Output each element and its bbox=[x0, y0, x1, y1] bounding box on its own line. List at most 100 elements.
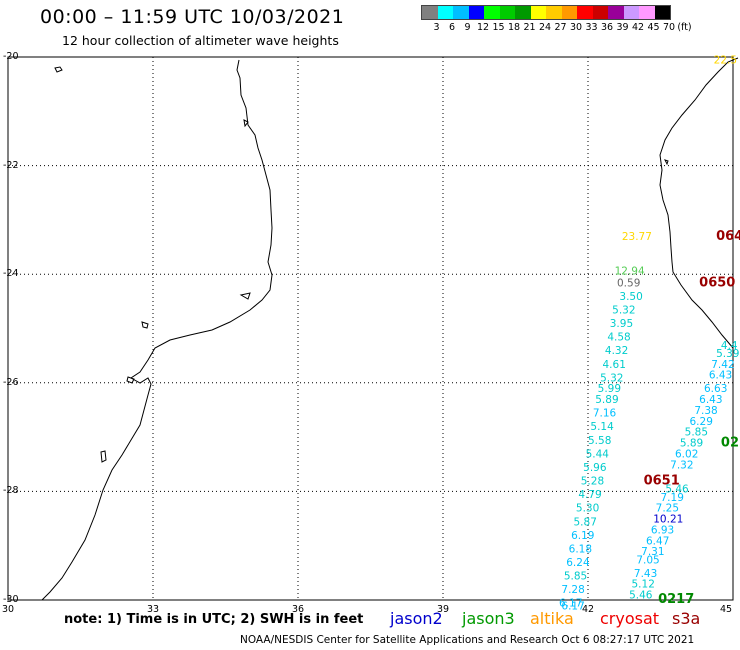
wave-height-value: 5.46 bbox=[629, 590, 653, 602]
latitude-tick-label: -26 bbox=[3, 376, 19, 388]
map-frame bbox=[7, 56, 734, 601]
wave-height-value: 0.59 bbox=[617, 277, 640, 289]
map-subtitle: 12 hour collection of altimeter wave hei… bbox=[62, 33, 339, 48]
inland-lake-c bbox=[239, 292, 251, 300]
latitude-tick-label: -22 bbox=[3, 159, 19, 171]
legend-label: 45 bbox=[647, 22, 660, 33]
pass-time-label: 0217 bbox=[658, 592, 694, 607]
legend-label: 39 bbox=[616, 22, 629, 33]
wave-height-value: 3.95 bbox=[610, 318, 633, 330]
wave-height-value: 6.02 bbox=[675, 448, 698, 460]
wave-height-value: 7.38 bbox=[694, 405, 717, 417]
wave-height-value: 6.43 bbox=[709, 370, 732, 382]
legend-swatch bbox=[422, 6, 438, 19]
legend-swatch bbox=[561, 6, 577, 19]
inland-lake-d bbox=[243, 119, 249, 128]
legend-color-scale bbox=[421, 5, 671, 20]
legend-swatch bbox=[484, 6, 500, 19]
wave-height-value: 6.24 bbox=[566, 557, 590, 569]
latitude-tick-label: -24 bbox=[3, 268, 19, 280]
latitude-tick-label: -30 bbox=[3, 594, 19, 605]
wave-height-value: 5.30 bbox=[576, 503, 599, 515]
longitude-tick-label: 45 bbox=[720, 604, 733, 615]
wave-height-value: 6.43 bbox=[699, 394, 722, 406]
mozambique-island bbox=[126, 376, 135, 384]
wave-height-value: 5.32 bbox=[600, 372, 623, 384]
wave-height-value: 7.19 bbox=[661, 492, 684, 504]
legend-swatch bbox=[608, 6, 624, 19]
satellite-label-jason3: jason3 bbox=[462, 609, 515, 628]
legend-swatch bbox=[530, 6, 546, 19]
madagascar-offshore-dot bbox=[664, 159, 669, 166]
credit-line: NOAA/NESDIS Center for Satellite Applica… bbox=[240, 634, 695, 646]
wave-height-value: 7.42 bbox=[711, 359, 734, 371]
wave-height-value: 5.96 bbox=[583, 462, 607, 474]
wave-height-value: 10.21 bbox=[653, 514, 683, 526]
wave-height-value: 4.32 bbox=[605, 345, 628, 357]
legend-swatch bbox=[654, 6, 670, 19]
units-note: note: 1) Time is in UTC; 2) SWH is in fe… bbox=[64, 612, 364, 627]
legend-swatch bbox=[499, 6, 515, 19]
legend-label: 30 bbox=[569, 22, 583, 33]
lake-dot-a bbox=[54, 66, 63, 73]
longitude-tick-label: 30 bbox=[2, 604, 15, 615]
satellite-label-cryosat: cryosat bbox=[600, 609, 660, 628]
legend-label: 24 bbox=[538, 22, 552, 33]
wave-height-value: 6.17 bbox=[559, 598, 582, 610]
wave-height-value: 5.85 bbox=[685, 427, 708, 439]
wave-height-value: 5.58 bbox=[588, 435, 611, 447]
wave-height-value: 7.28 bbox=[561, 584, 584, 596]
satellite-label-s3a: s3a bbox=[672, 609, 701, 628]
wave-height-value: 7.16 bbox=[593, 408, 617, 420]
longitude-tick-label: 33 bbox=[147, 604, 160, 615]
wave-height-value: 5.14 bbox=[590, 421, 614, 433]
wave-height-value: 6.63 bbox=[704, 383, 727, 395]
satellite-label-jason2: jason2 bbox=[390, 609, 443, 628]
wave-height-value: 7.25 bbox=[656, 503, 679, 515]
wave-height-value: 5.85 bbox=[564, 571, 587, 583]
madagascar-coastline bbox=[659, 57, 739, 349]
wave-height-value: 3.50 bbox=[619, 291, 642, 303]
legend-label: 9 bbox=[464, 22, 471, 33]
legend-swatch bbox=[623, 6, 639, 19]
wave-height-value: 5.89 bbox=[595, 394, 618, 406]
wave-height-value: 22.5 bbox=[714, 55, 737, 67]
inland-lake-b bbox=[100, 450, 107, 463]
coastline bbox=[41, 57, 739, 601]
legend-label: 12 bbox=[476, 22, 490, 33]
inland-lake-a bbox=[141, 321, 149, 329]
wave-height-value: 5.39 bbox=[716, 348, 739, 360]
wave-height-value: 6.18 bbox=[569, 543, 592, 555]
wave-height-value: 7.31 bbox=[641, 546, 664, 558]
legend-label: 21 bbox=[523, 22, 536, 33]
legend-label: 42 bbox=[631, 22, 645, 33]
wave-height-value: 5.87 bbox=[574, 516, 597, 528]
wave-height-value: 4.58 bbox=[607, 332, 630, 344]
legend-label: 15 bbox=[492, 22, 505, 33]
pass-time-label: 064 bbox=[716, 229, 740, 244]
wave-height-legend: 3 6 9 12 15 18 21 24 27 30 33 36 39 42 45 70 (ft) bbox=[421, 5, 692, 34]
latitude-tick-label: -28 bbox=[3, 485, 19, 497]
wave-height-value: 5.99 bbox=[598, 383, 621, 395]
wave-height-value: 5.89 bbox=[680, 438, 703, 450]
longitude-tick-label: 39 bbox=[437, 604, 450, 615]
africa-coastline bbox=[41, 59, 273, 601]
wave-height-value: 12.94 bbox=[615, 265, 645, 277]
wave-height-value: 5.28 bbox=[581, 476, 604, 488]
wave-height-value: 5.32 bbox=[612, 304, 635, 316]
wave-height-value: 4.4 bbox=[721, 340, 738, 352]
wave-height-value: 5.12 bbox=[632, 579, 655, 591]
legend-swatch bbox=[515, 6, 531, 19]
map-gridlines bbox=[7, 56, 734, 601]
wave-height-value: 7.43 bbox=[634, 568, 657, 580]
legend-label: 3 bbox=[433, 22, 440, 33]
legend-label: 18 bbox=[507, 22, 521, 33]
wave-height-value: 6.17 bbox=[561, 600, 584, 612]
legend-swatch bbox=[639, 6, 655, 19]
longitude-tick-label: 42 bbox=[582, 604, 595, 615]
wave-height-value: 6.93 bbox=[651, 524, 674, 536]
wave-height-value: 5.44 bbox=[586, 448, 610, 460]
legend-label: 70 bbox=[662, 22, 676, 33]
